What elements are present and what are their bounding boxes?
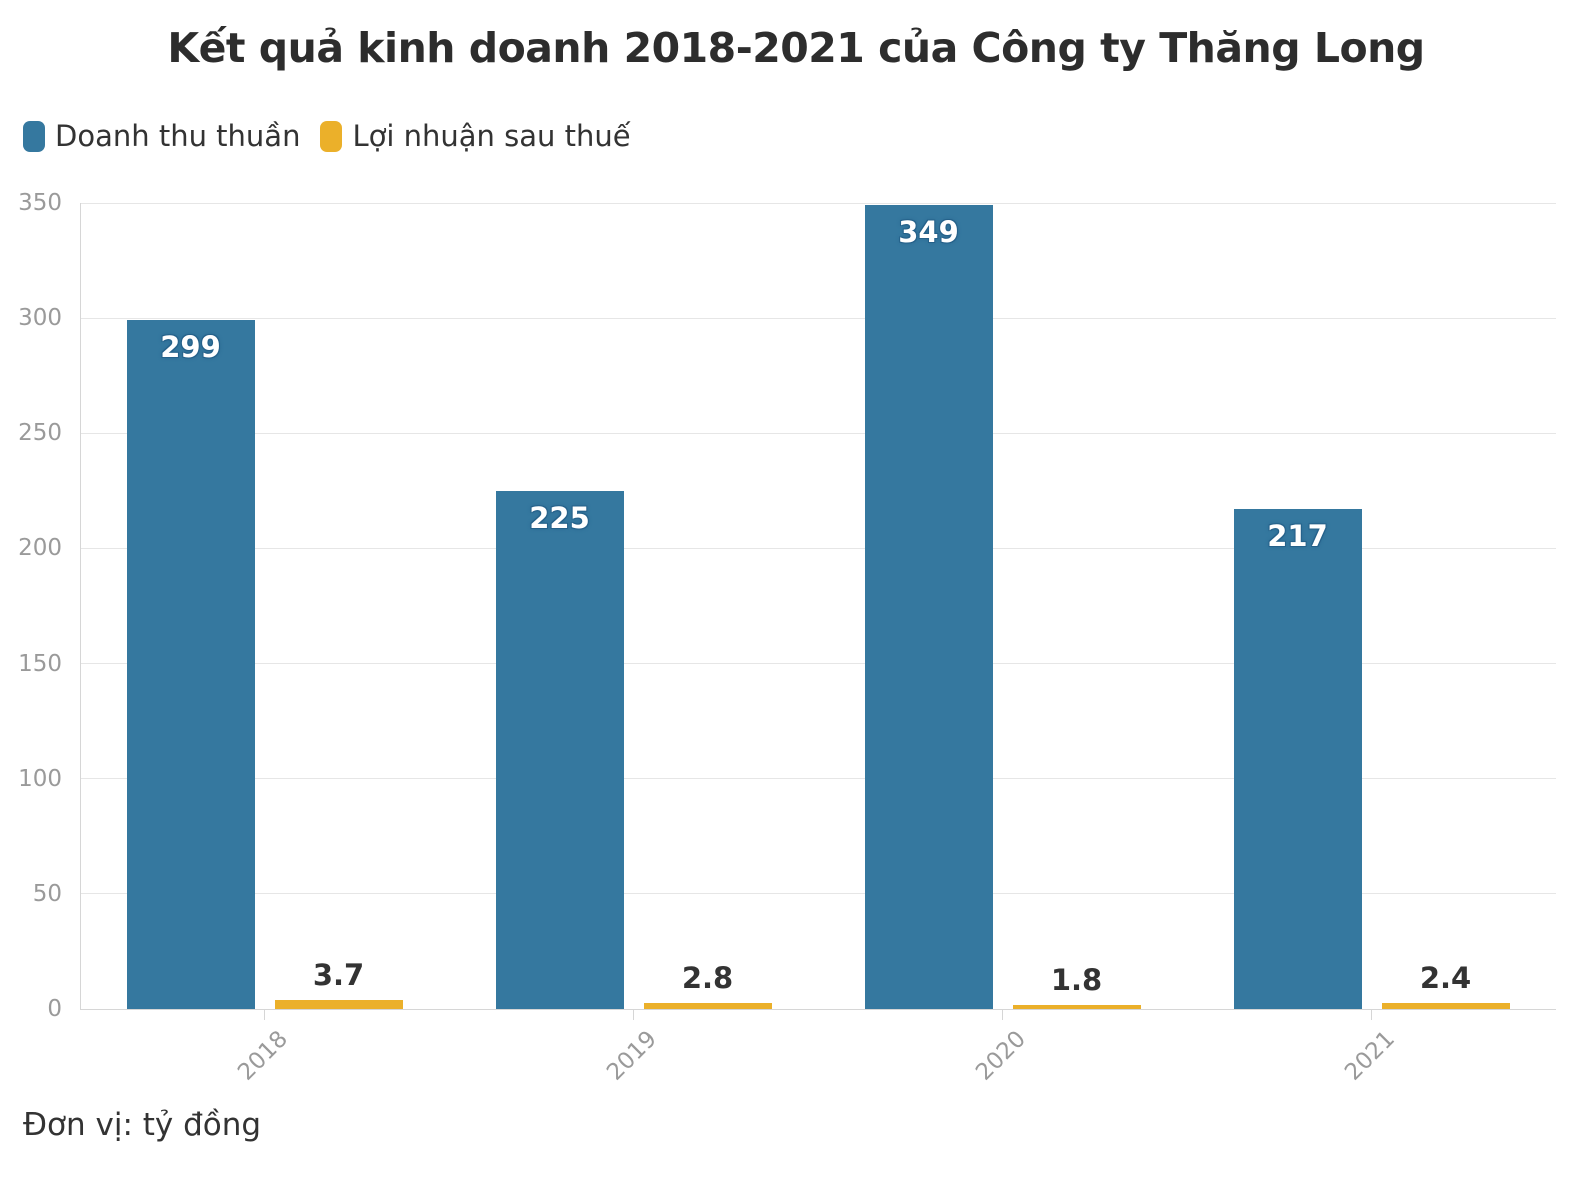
profit-legend-swatch-icon bbox=[320, 120, 343, 152]
revenue-bar-2020[interactable] bbox=[864, 205, 993, 1009]
gridline bbox=[80, 432, 1556, 434]
revenue-bar-2018[interactable] bbox=[126, 320, 255, 1009]
y-axis-tick-label: 300 bbox=[18, 305, 62, 332]
y-axis-tick-label: 350 bbox=[18, 190, 62, 216]
unit-note: Đơn vị: tỷ đồng bbox=[23, 1107, 262, 1143]
revenue-legend-label: Doanh thu thuần bbox=[55, 119, 301, 153]
y-axis-tick-label: 50 bbox=[32, 880, 62, 907]
gridline bbox=[80, 663, 1556, 665]
revenue-bar-2021[interactable] bbox=[1233, 509, 1362, 1009]
x-axis-tick bbox=[1371, 1009, 1372, 1020]
revenue-legend-swatch-icon bbox=[23, 120, 45, 152]
gridline bbox=[80, 778, 1556, 780]
gridline bbox=[80, 317, 1556, 319]
profit-bar-2019[interactable] bbox=[643, 1002, 772, 1009]
profit-bar-2021[interactable] bbox=[1381, 1003, 1510, 1009]
legend-item-profit[interactable]: Lợi nhuận sau thuế bbox=[320, 119, 631, 153]
x-axis-tick-label-2021: 2021 bbox=[1340, 1026, 1400, 1086]
profit-bar-2018[interactable] bbox=[274, 1000, 403, 1009]
y-axis-tick-label: 100 bbox=[18, 765, 62, 792]
y-axis-tick-label: 0 bbox=[47, 996, 62, 1022]
x-axis-tick bbox=[1002, 1009, 1003, 1020]
gridline bbox=[80, 202, 1556, 204]
chart-title: Kết quả kinh doanh 2018-2021 của Công ty… bbox=[167, 24, 1425, 72]
revenue-value-label-2019: 225 bbox=[529, 500, 590, 535]
x-axis-tick bbox=[633, 1009, 634, 1020]
y-axis-tick-label: 250 bbox=[18, 420, 62, 447]
revenue-value-label-2021: 217 bbox=[1267, 519, 1328, 554]
profit-value-label-2018: 3.7 bbox=[312, 958, 365, 993]
profit-legend-label: Lợi nhuận sau thuế bbox=[352, 119, 631, 153]
y-axis-line bbox=[79, 203, 81, 1009]
legend: Doanh thu thuần Lợi nhuận sau thuế bbox=[23, 119, 631, 153]
gridline bbox=[80, 547, 1556, 549]
y-axis-tick-label: 150 bbox=[18, 650, 62, 677]
profit-value-label-2019: 2.8 bbox=[681, 960, 734, 995]
x-axis-tick-label-2020: 2020 bbox=[971, 1026, 1031, 1086]
x-axis-tick-label-2018: 2018 bbox=[233, 1026, 293, 1086]
profit-value-label-2020: 1.8 bbox=[1050, 962, 1103, 997]
gridline bbox=[80, 893, 1556, 895]
profit-bar-2020[interactable] bbox=[1012, 1004, 1141, 1009]
legend-item-revenue[interactable]: Doanh thu thuần bbox=[23, 119, 300, 153]
x-axis-tick-label-2019: 2019 bbox=[602, 1026, 662, 1086]
profit-value-label-2021: 2.4 bbox=[1419, 961, 1472, 996]
revenue-value-label-2020: 349 bbox=[898, 215, 959, 250]
x-axis-line bbox=[80, 1008, 1556, 1010]
revenue-bar-2019[interactable] bbox=[495, 490, 624, 1009]
x-axis-tick bbox=[264, 1009, 265, 1020]
y-axis-tick-label: 200 bbox=[18, 535, 62, 562]
revenue-value-label-2018: 299 bbox=[160, 330, 221, 365]
